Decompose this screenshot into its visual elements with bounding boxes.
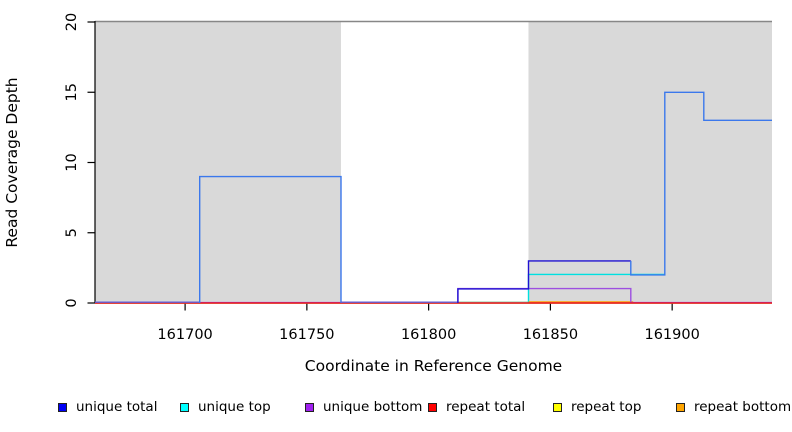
- x-tick-label: 161850: [523, 327, 578, 343]
- shaded-repeat-region-1: [95, 22, 341, 303]
- legend-item-unique-bottom: unique bottom: [305, 399, 422, 415]
- x-tick-label: 161800: [401, 327, 456, 343]
- legend-label: unique bottom: [323, 399, 423, 415]
- legend-item-repeat-bottom: repeat bottom: [676, 399, 791, 415]
- y-tick-label: 10: [64, 153, 80, 171]
- unique-total-swatch-icon: [58, 402, 67, 412]
- legend-item-unique-total: unique total: [58, 399, 157, 415]
- repeat-bottom-swatch-icon: [676, 402, 685, 412]
- unique-bottom-swatch-icon: [305, 402, 314, 412]
- shaded-repeat-region-2: [528, 22, 772, 303]
- legend-item-repeat-top: repeat top: [553, 399, 641, 415]
- unique-total-low-steps: [457, 260, 631, 303]
- repeat-top-swatch-icon: [553, 402, 562, 412]
- x-tick-label: 161700: [157, 327, 212, 343]
- unique-top-swatch-icon: [180, 402, 189, 412]
- y-tick-label: 5: [64, 228, 80, 237]
- unique-total-peak-9: [199, 175, 342, 303]
- y-axis-title: Read Coverage Depth: [3, 77, 21, 247]
- legend-label: repeat total: [446, 399, 526, 415]
- y-tick-label: 20: [64, 13, 80, 31]
- legend-label: unique top: [198, 399, 271, 415]
- repeat-total-swatch-icon: [428, 402, 437, 412]
- y-tick-label: 15: [64, 83, 80, 101]
- x-tick-label: 161900: [644, 327, 699, 343]
- y-tick-label: 0: [64, 298, 80, 307]
- unique-total-right-steps: [630, 91, 772, 276]
- x-axis-title: Coordinate in Reference Genome: [305, 357, 562, 375]
- legend-label: repeat top: [571, 399, 642, 415]
- legend-item-unique-top: unique top: [180, 399, 271, 415]
- legend-label: repeat bottom: [694, 399, 792, 415]
- legend-label: unique total: [76, 399, 158, 415]
- legend-item-repeat-total: repeat total: [428, 399, 525, 415]
- coverage-chart: 0 5 10 15 20 161700 161750 161800 161850 161900 Re…: [3, 13, 772, 375]
- x-tick-label: 161750: [279, 327, 334, 343]
